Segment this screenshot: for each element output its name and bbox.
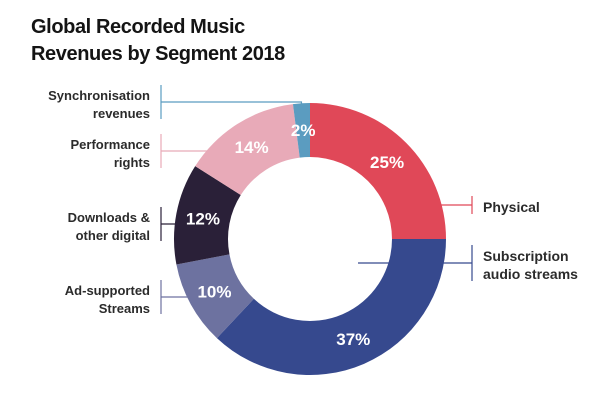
- donut-slices: [174, 103, 447, 376]
- slice-downloads-and-other-digital: [174, 166, 241, 265]
- label-synchronisation-revenues-line-2: revenues: [93, 106, 150, 121]
- label-physical-line-1: Physical: [483, 199, 540, 215]
- label-performance-rights-line-2: rights: [114, 155, 150, 170]
- slice-synchronisation-revenues: [292, 103, 310, 158]
- percent-labels: 25% 37% 10% 12% 14% 2%: [186, 121, 404, 349]
- percent-label-synchronisation-revenues: 2%: [291, 121, 316, 140]
- label-subscription-audio-streams-line-2: audio streams: [483, 266, 578, 282]
- percent-label-performance-rights: 14%: [235, 138, 269, 157]
- label-ad-supported-streams-line-2: Streams: [99, 301, 150, 316]
- percent-label-physical: 25%: [370, 153, 404, 172]
- label-downloads-and-other-digital-line-2: other digital: [76, 228, 150, 243]
- percent-label-ad-supported-streams: 10%: [197, 283, 231, 302]
- label-subscription-audio-streams-line-1: Subscription: [483, 248, 569, 264]
- segment-labels: Physical Subscription audio streams Ad-supp…: [48, 88, 578, 316]
- slice-physical: [310, 103, 446, 239]
- label-performance-rights-line-1: Performance: [71, 137, 150, 152]
- percent-label-subscription-audio-streams: 37%: [336, 330, 370, 349]
- label-synchronisation-revenues-line-1: Synchronisation: [48, 88, 150, 103]
- slice-ad-supported-streams: [176, 254, 254, 339]
- chart-title: Global Recorded Music Revenues by Segmen…: [31, 14, 285, 68]
- label-downloads-and-other-digital-line-1: Downloads &: [68, 210, 150, 225]
- percent-label-downloads-and-other-digital: 12%: [186, 210, 220, 229]
- chart-title-line-2: Revenues by Segment 2018: [31, 43, 285, 65]
- slice-performance-rights: [195, 104, 300, 196]
- chart-title-line-1: Global Recorded Music: [31, 16, 245, 38]
- slice-subscription-audio-streams: [216, 239, 447, 376]
- connector-line-synchronisation-revenues: [161, 101, 303, 106]
- label-ad-supported-streams-line-1: Ad-supported: [65, 283, 150, 298]
